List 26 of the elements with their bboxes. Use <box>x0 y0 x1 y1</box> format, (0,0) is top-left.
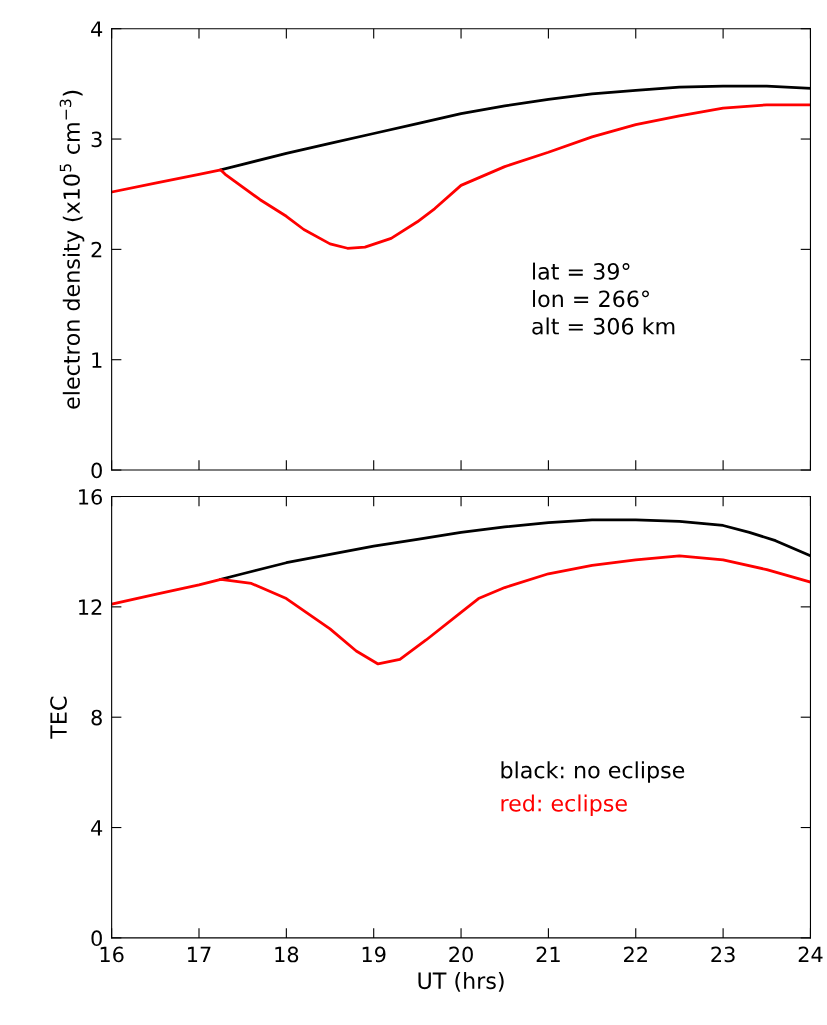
x-tick-label: 17 <box>188 946 211 963</box>
y-tick-label: 16 <box>79 488 102 505</box>
x-axis-title: UT (hrs) <box>418 971 504 992</box>
x-tick-label: 22 <box>624 946 647 963</box>
line-series <box>111 554 811 666</box>
y-tick-label: 0 <box>91 930 102 947</box>
y-axis-title: electron density (x10$^{5}$ cm$^{−3}$) <box>59 90 85 409</box>
x-tick-label: 19 <box>362 946 386 963</box>
x-tick-label: 18 <box>275 946 299 963</box>
x-tick-label: 20 <box>449 946 473 963</box>
x-tick-label: 24 <box>798 946 823 963</box>
y-axis-title: TEC <box>50 696 67 739</box>
line-series <box>111 103 811 250</box>
y-tick-label: 1 <box>92 352 102 368</box>
x-tick-label: 21 <box>536 946 560 963</box>
annotation: black: no eclipse <box>501 761 685 783</box>
y-tick-label: 2 <box>91 241 102 258</box>
y-tick-label: 8 <box>91 709 102 726</box>
annotation: red: eclipse <box>501 794 627 816</box>
y-tick-label: 4 <box>91 820 103 836</box>
annotation: lat = 39° lon = 266° alt = 306 km <box>532 262 675 335</box>
x-tick-label: 23 <box>711 946 735 963</box>
y-tick-label: 3 <box>91 131 102 148</box>
y-tick-label: 12 <box>79 599 102 615</box>
y-tick-label: 0 <box>91 462 102 479</box>
y-tick-label: 4 <box>91 21 103 37</box>
